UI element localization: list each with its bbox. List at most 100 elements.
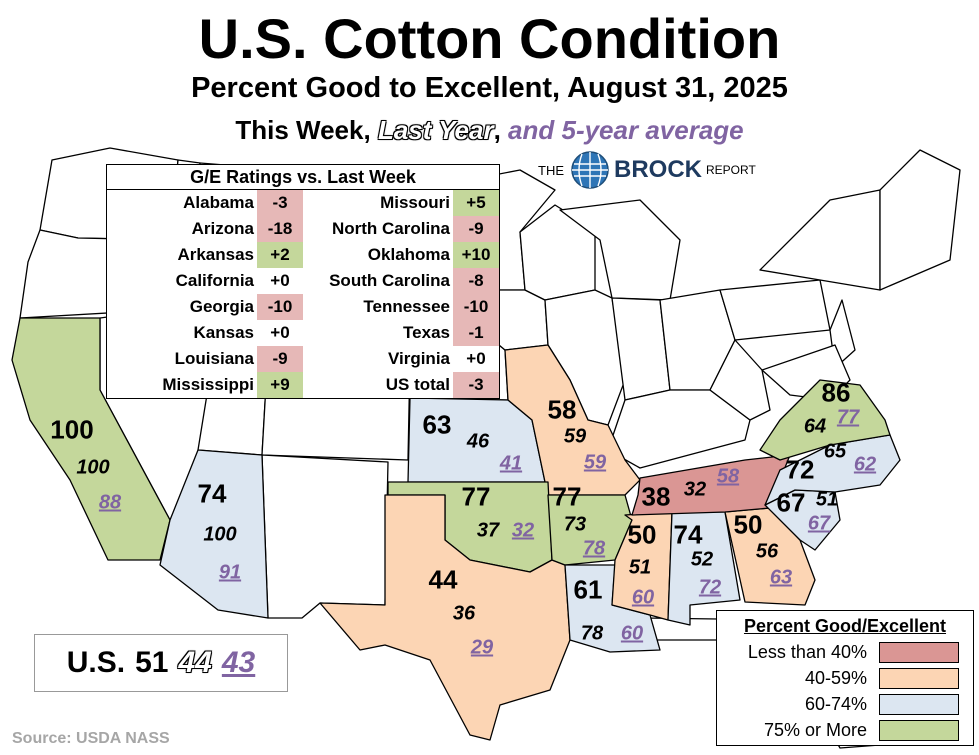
state-last-year-value: 32 [683,478,707,501]
state-last-year-value: 46 [466,430,490,453]
table-column-left: Alabama -3 Arizona -18 Arkansas +2 California +… [107,190,303,398]
source-note: Source: USDA NASS [12,730,170,747]
table-state-name: US total [385,375,450,394]
state-this-week-value: 44 [428,564,458,595]
state-last-year-value: 37 [476,519,500,542]
legend-title: Percent Good/Excellent [743,616,947,636]
us-this-week: 51 [135,646,169,679]
state-last-year-value: 78 [580,622,604,645]
state-5yr-avg-value: 58 [716,465,740,488]
logo-report: REPORT [706,163,756,177]
legend-item: Less than 40% [717,639,973,665]
table-row: Missouri +5 [303,190,499,216]
state-this-week-value: 63 [422,409,452,440]
table-state-name: Tennessee [363,297,450,316]
state-5yr-avg-value: 59 [583,451,607,474]
table-row: Alabama -3 [107,190,303,216]
state-this-week-value: 77 [461,481,491,512]
table-state-name: South Carolina [329,271,450,290]
table-change-value: +2 [257,242,303,268]
state-last-year-value: 51 [628,556,652,579]
table-row: Texas -1 [303,320,499,346]
state-5yr-avg-value: 77 [836,406,860,429]
state-last-year-value: 52 [690,548,714,571]
color-legend: Percent Good/Excellent Less than 40% 40-5… [716,610,974,746]
table-change-value: +9 [257,372,303,398]
table-change-value: -9 [257,346,303,372]
subtitle-this-week: This Week, [235,115,378,145]
state-5yr-avg-value: 29 [470,636,494,659]
state-this-week-value: 74 [673,519,703,550]
state-last-year-value: 56 [755,540,779,563]
subtitle-last-year: Last Year [377,115,494,145]
table-change-value: +0 [257,320,303,346]
table-row: Tennessee -10 [303,294,499,320]
legend-item: 40-59% [717,665,973,691]
main-title: U.S. Cotton Condition [198,7,781,70]
subtitle-5yr-avg: and 5-year average [508,115,744,145]
table-row: Kansas +0 [107,320,303,346]
state-last-year-value: 59 [563,425,587,448]
table-change-value: -3 [453,372,499,398]
brock-report-logo: THE BROCK REPORT [538,150,756,190]
us-last-year: 44 [178,646,212,679]
table-column-right: Missouri +5 North Carolina -9 Oklahoma +10 Sou… [303,190,499,398]
state-west-virginia [709,339,771,421]
state-this-week-value: 74 [197,478,227,509]
state-5yr-avg-value: 72 [698,576,722,599]
table-change-value: -10 [453,294,499,320]
table-row: Arkansas +2 [107,242,303,268]
table-row: North Carolina -9 [303,216,499,242]
state-last-year-value: 51 [815,488,839,511]
us-5yr-avg: 43 [221,646,256,679]
legend-label: 40-59% [804,667,867,688]
state-this-week-value: 86 [821,377,851,408]
table-change-value: +5 [453,190,499,216]
state-5yr-avg-value: 67 [807,512,831,535]
state-this-week-value: 38 [641,481,671,512]
state-5yr-avg-value: 91 [218,561,242,584]
state-new-mexico [261,454,389,619]
state-5yr-avg-value: 60 [620,622,644,645]
legend-label: 60-74% [804,693,867,714]
table-state-name: Mississippi [162,375,254,394]
table-row: Louisiana -9 [107,346,303,372]
table-row: California +0 [107,268,303,294]
state-this-week-value: 50 [627,519,657,550]
table-state-name: Arizona [191,219,254,238]
state-last-year-value: 100 [203,523,237,546]
table-change-value: +10 [453,242,499,268]
state-this-week-value: 72 [785,454,815,485]
table-row: US total -3 [303,372,499,398]
state-5yr-avg-value: 41 [499,452,523,475]
state-this-week-value: 61 [573,574,603,605]
state-this-week-value: 100 [50,414,94,445]
table-change-value: +0 [453,346,499,372]
state-virginia [759,379,891,461]
state-new-england [879,149,961,291]
ge-ratings-table: G/E Ratings vs. Last Week Alabama -3 Arizo… [106,164,500,399]
table-state-name: Virginia [387,349,450,368]
state-last-year-value: 65 [823,440,847,463]
table-state-name: Alabama [183,193,254,212]
state-pennsylvania [719,279,831,341]
legend-label: Less than 40% [747,641,867,662]
table-state-name: Louisiana [174,349,254,368]
us-summary-box: U.S. 51 44 43 [34,634,288,692]
state-last-year-value: 73 [563,513,587,536]
state-this-week-value: 77 [552,481,582,512]
state-this-week-value: 50 [733,509,763,540]
legend-swatch [879,719,959,741]
table-state-name: Arkansas [177,245,254,264]
state-5yr-avg-value: 62 [853,453,877,476]
table-change-value: -3 [257,190,303,216]
state-arizona [159,449,269,619]
state-texas [319,494,571,741]
state-5yr-avg-value: 63 [769,566,793,589]
table-change-value: -9 [453,216,499,242]
table-state-name: Kansas [193,323,254,342]
legend-label: 75% or More [763,719,867,740]
state-california [11,317,171,561]
state-5yr-avg-value: 78 [582,537,606,560]
state-last-year-value: 100 [76,456,110,479]
